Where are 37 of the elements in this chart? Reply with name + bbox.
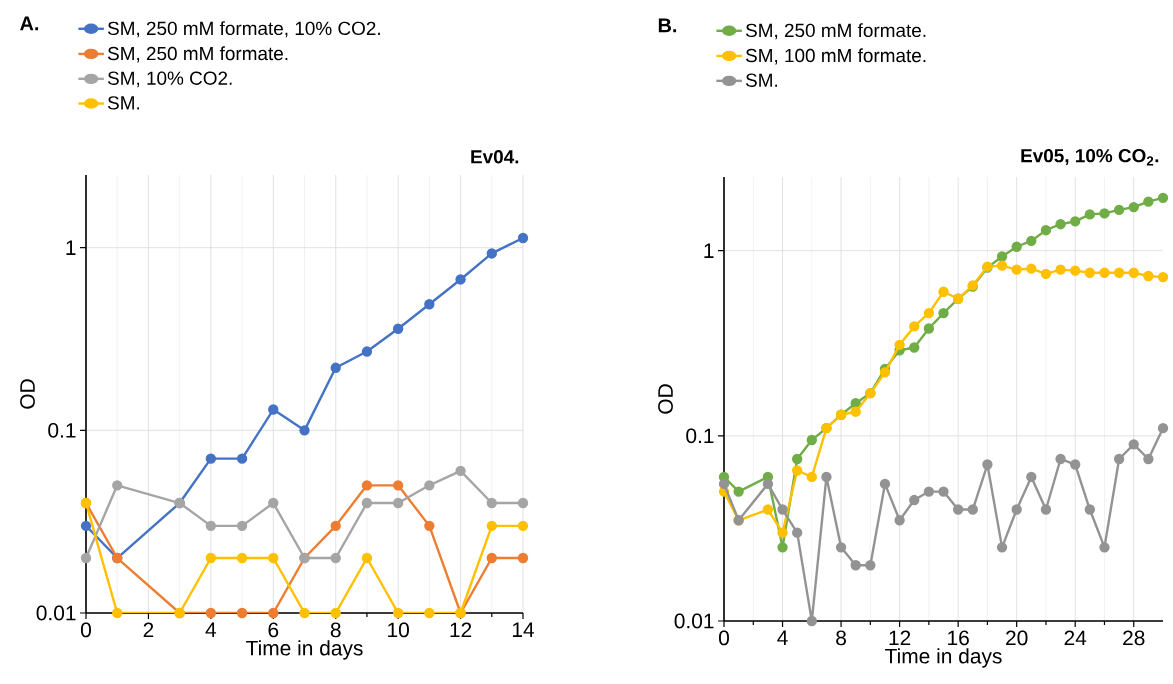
x-tick-label: 12 <box>889 630 911 646</box>
legend-label: SM, 250 mM formate. <box>107 46 288 63</box>
y-tick-label: 0.01 <box>36 605 76 621</box>
legend-label: SM. <box>107 96 140 110</box>
y-axis-title: OD <box>20 379 35 409</box>
y-tick-label: 0.1 <box>48 422 76 438</box>
x-tick-label: 6 <box>268 622 279 638</box>
x-tick-label: 16 <box>948 630 969 646</box>
text: A. <box>20 16 39 31</box>
x-tick-label: 20 <box>1006 630 1028 646</box>
x-tick-label: 0 <box>80 622 91 638</box>
text: B. <box>658 18 677 33</box>
y-tick-label: 1 <box>704 243 714 258</box>
x-tick-label: 14 <box>512 622 535 637</box>
legend-label: SM, 10% CO2. <box>107 71 232 88</box>
x-tick-label: 4 <box>777 630 788 645</box>
x-tick-label: 2 <box>143 622 154 638</box>
x-tick-label: 10 <box>388 622 409 638</box>
x-tick-label: 8 <box>330 622 341 638</box>
x-tick-label: 4 <box>205 622 217 637</box>
chart-title: Ev04. <box>471 150 519 164</box>
y-tick-label: 0.1 <box>686 428 714 444</box>
x-tick-label: 24 <box>1064 630 1087 646</box>
legend-label: SM. <box>745 73 778 87</box>
x-tick-label: 0 <box>719 630 729 646</box>
y-axis-title: OD <box>658 384 673 414</box>
legend-label: SM, 250 mM formate. <box>745 23 926 40</box>
x-axis-title: Time in days <box>246 640 363 660</box>
x-axis-title: Time in days <box>885 648 1002 668</box>
legend-label: SM, 250 mM formate, 10% CO2. <box>107 21 380 38</box>
y-tick-label: 1 <box>66 240 76 255</box>
legend-label: SM, 100 mM formate. <box>745 48 926 65</box>
x-tick-label: 28 <box>1123 630 1145 646</box>
x-tick-label: 8 <box>836 630 846 646</box>
y-tick-label: 0.01 <box>674 613 714 629</box>
x-tick-label: 12 <box>450 622 472 638</box>
chart-title: Ev05, 10% CO$_{2}$. <box>1021 148 1159 166</box>
